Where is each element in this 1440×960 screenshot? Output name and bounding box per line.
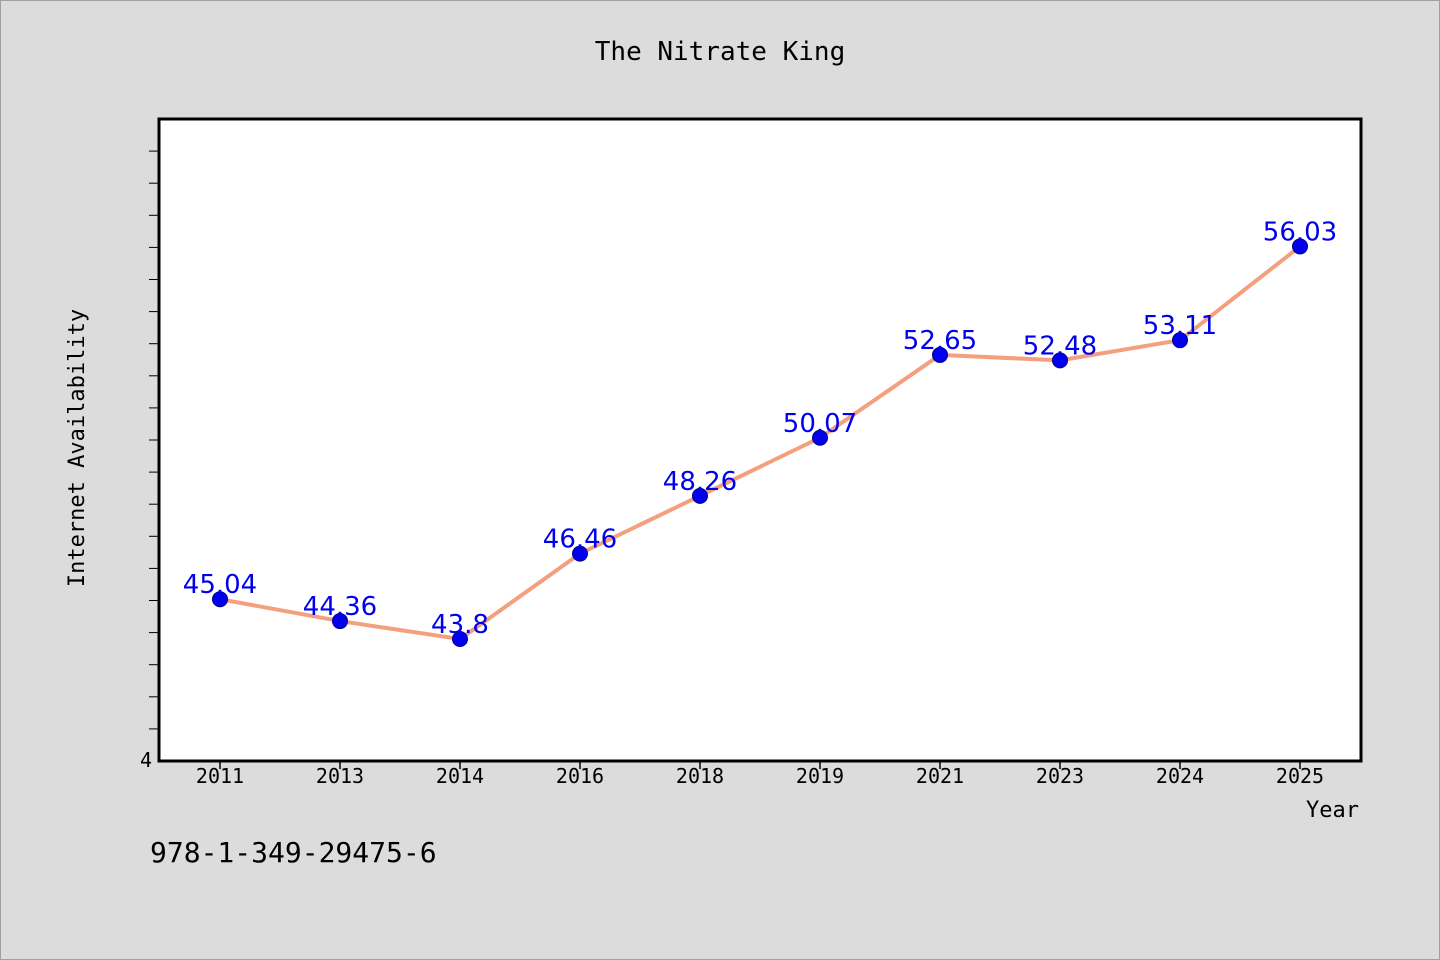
data-label: 46.46 — [543, 525, 617, 555]
data-label: 52.65 — [903, 326, 977, 356]
y-tick-label: 4 — [140, 748, 152, 772]
x-tick-label: 2013 — [316, 764, 364, 788]
x-tick-label: 2016 — [556, 764, 604, 788]
isbn-text: 978-1-349-29475-6 — [150, 836, 437, 869]
y-axis-label: Internet Availability — [65, 309, 90, 587]
data-point — [932, 346, 948, 363]
data-label: 45.04 — [183, 570, 257, 600]
data-label: 44.36 — [303, 592, 377, 622]
data-point — [692, 487, 708, 504]
x-tick-label: 2024 — [1156, 764, 1204, 788]
series-line-group — [218, 244, 1302, 642]
data-label: 48.26 — [663, 467, 737, 497]
chart-title: The Nitrate King — [595, 37, 845, 67]
x-tick-label: 2021 — [916, 764, 964, 788]
x-tick-label: 2025 — [1276, 764, 1324, 788]
plot-area — [157, 117, 1363, 763]
x-axis-ticks: 2011 2013 2014 2016 2018 2019 2021 2023 2024 2025 — [196, 761, 1324, 788]
y-axis-ticks — [149, 150, 159, 730]
data-label: 43.8 — [431, 610, 489, 640]
x-axis-label: Year — [1306, 798, 1359, 823]
marker-group — [212, 238, 1308, 648]
data-point — [572, 545, 588, 562]
data-point — [452, 631, 468, 648]
data-label: 50.07 — [783, 409, 857, 439]
x-tick-label: 2018 — [676, 764, 724, 788]
data-label: 53.11 — [1143, 311, 1217, 341]
data-point — [1172, 332, 1188, 349]
data-label-group: 45.04 44.36 43.8 46.46 48.26 50.07 52.65 52.48 5… — [183, 217, 1337, 640]
series-line — [218, 244, 1302, 642]
data-point — [1292, 238, 1308, 255]
x-tick-label: 2019 — [796, 764, 844, 788]
x-tick-label: 2011 — [196, 764, 244, 788]
data-point — [332, 613, 348, 630]
x-tick-label: 2014 — [436, 764, 484, 788]
data-point — [1052, 352, 1068, 369]
data-label: 52.48 — [1023, 331, 1097, 361]
data-point — [812, 429, 828, 446]
data-label: 56.03 — [1263, 217, 1337, 247]
data-point — [212, 591, 228, 608]
x-tick-label: 2023 — [1036, 764, 1084, 788]
